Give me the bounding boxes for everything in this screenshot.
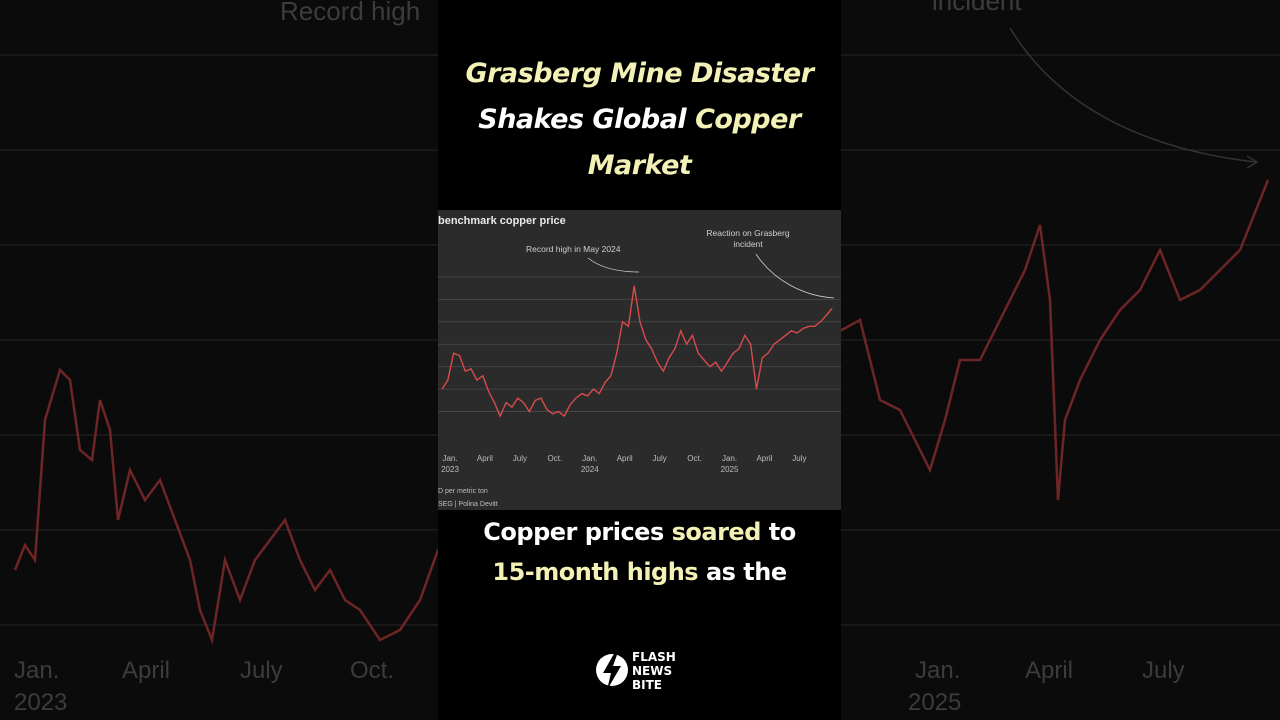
lightning-bolt-icon (596, 652, 628, 690)
caption-line-1: Copper prices soared to (438, 518, 841, 546)
x-tick-year-4: 2024 (581, 465, 599, 474)
caption-text-1c: to (760, 518, 796, 546)
headline-line-3: Market (438, 150, 841, 181)
caption-text-2a: 15-month highs (492, 558, 699, 586)
headline-text-3: Market (587, 150, 692, 181)
logo-word-flash: FLASH (632, 650, 676, 664)
copper-price-line (441, 285, 833, 418)
background-incident-label: incident (932, 0, 1022, 16)
headline-line-2: Shakes Global Copper (438, 104, 841, 135)
annotation-arrow-record (587, 257, 640, 273)
caption-text-2b: as the (698, 558, 787, 586)
background-tick-jan-2023: Jan. (14, 657, 59, 684)
logo-word-news: NEWS (632, 664, 673, 678)
chart-gridlines (438, 276, 841, 412)
headline-line-1: Grasberg Mine Disaster (438, 58, 841, 89)
background-record-label: Record high (280, 0, 420, 26)
x-tick-label-1: April (477, 454, 493, 463)
annotation-grasberg-line1: Reaction on Grasberg (706, 228, 789, 238)
background-arrowhead (1246, 155, 1259, 169)
x-tick-label-4: Jan. (582, 454, 597, 463)
caption-text-1b: soared (671, 518, 762, 546)
annotation-record-high: Record high in May 2024 (526, 244, 621, 254)
background-year-2023: 2023 (14, 689, 67, 716)
background-tick-july: July (240, 657, 283, 684)
x-tick-label-9: April (756, 454, 772, 463)
flash-news-bite-logo: FLASH NEWS BITE (594, 648, 690, 696)
x-tick-label-0: Jan. (442, 454, 457, 463)
headline-text-2b: Copper (695, 104, 801, 135)
headline-text-1: Grasberg Mine Disaster (465, 58, 814, 89)
chart-annotations: Record high in May 2024 Reaction on Grasb… (526, 228, 835, 299)
background-price-line (13, 179, 1270, 645)
chart-x-ticks: Jan. 2023 April July Oct. Jan. 2024 April July Oc… (441, 454, 806, 474)
x-tick-label-2: July (513, 454, 527, 463)
background-tick-april-2025: April (1025, 657, 1073, 684)
caption-line-2: 15-month highs as the (438, 558, 841, 586)
chart-y-unit: D per metric ton (438, 488, 488, 495)
chart-background (438, 210, 841, 510)
video-panel: Grasberg Mine Disaster Shakes Global Cop… (438, 0, 841, 720)
x-tick-label-7: Oct. (687, 454, 702, 463)
x-tick-label-3: Oct. (547, 454, 562, 463)
background-tick-july-2025: July (1142, 657, 1185, 684)
x-tick-year-8: 2025 (721, 465, 739, 474)
background-year-2025: 2025 (908, 689, 961, 716)
background-tick-oct: Oct. (350, 657, 394, 684)
x-tick-label-8: Jan. (722, 454, 737, 463)
chart-title: benchmark copper price (438, 215, 566, 227)
logo-word-bite: BITE (632, 678, 662, 692)
x-tick-label-5: April (617, 454, 633, 463)
x-tick-label-6: July (653, 454, 667, 463)
background-tick-april: April (122, 657, 170, 684)
x-tick-label-10: July (792, 454, 806, 463)
caption-text-1a: Copper prices (483, 518, 672, 546)
background-annotation-arrow (1009, 27, 1256, 163)
headline-text-2a: Shakes Global (478, 104, 696, 135)
background-x-ticks: Jan. April July Oct. Jan. April July 202… (14, 657, 1185, 716)
background-tick-jan-2025: Jan. (915, 657, 960, 684)
chart-source: SEG | Polina Devitt (438, 501, 498, 508)
annotation-grasberg-line2: incident (733, 239, 763, 249)
x-tick-year-0: 2023 (441, 465, 459, 474)
copper-price-chart: benchmark copper price Record high in Ma… (438, 210, 841, 510)
annotation-arrow-grasberg (755, 253, 835, 299)
